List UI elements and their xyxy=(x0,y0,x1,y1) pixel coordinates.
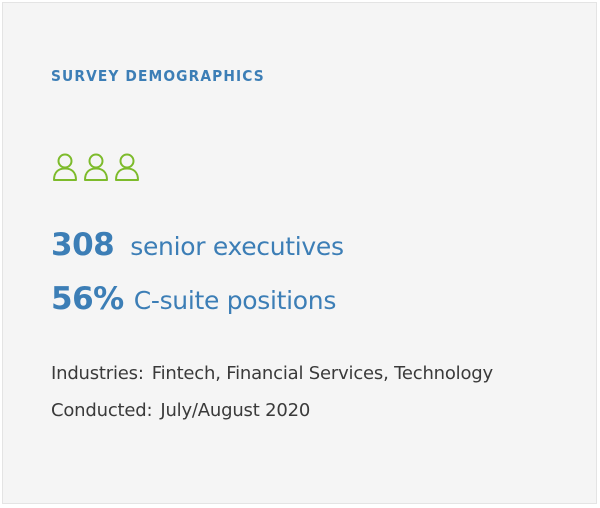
person-outline-icon xyxy=(53,153,77,181)
industries-value: Fintech, Financial Services, Technology xyxy=(151,363,493,384)
stat-label: C-suite positions xyxy=(133,286,337,315)
stat-label: senior executives xyxy=(130,232,344,261)
industries-label: Industries: xyxy=(51,363,144,384)
stat-number: 56% xyxy=(51,281,124,317)
conducted-line: Conducted: July/August 2020 xyxy=(51,400,310,421)
conducted-value: July/August 2020 xyxy=(160,400,311,421)
conducted-label: Conducted: xyxy=(51,400,153,421)
stat-number: 308 xyxy=(51,227,115,263)
person-outline-icon xyxy=(84,153,108,181)
stat-senior-executives: 308 senior executives xyxy=(51,227,344,263)
industries-line: Industries: Fintech, Financial Services, … xyxy=(51,363,493,384)
stat-c-suite-positions: 56% C-suite positions xyxy=(51,281,336,317)
survey-demographics-card: SURVEY DEMOGRAPHICS 308 senior executive… xyxy=(2,2,597,504)
person-outline-icon xyxy=(115,153,139,181)
section-heading: SURVEY DEMOGRAPHICS xyxy=(51,67,265,85)
people-icon-row xyxy=(51,151,141,183)
